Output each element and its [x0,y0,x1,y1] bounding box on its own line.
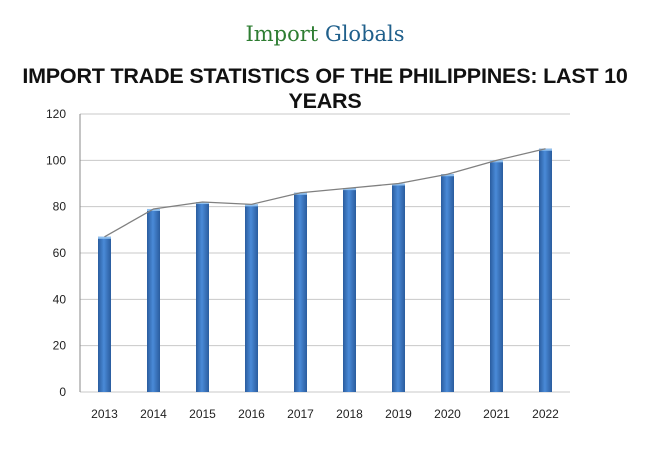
bar-top [294,192,307,195]
bar [147,208,160,392]
chart-title: IMPORT TRADE STATISTICS OF THE PHILIPPIN… [22,64,628,113]
bar-top [392,183,405,186]
x-tick-label: 2019 [385,407,412,421]
x-tick-label: 2018 [336,407,363,421]
bar [196,202,209,392]
y-tick-label: 100 [46,153,66,167]
bar-top [343,188,356,191]
x-tick-label: 2016 [238,407,265,421]
x-tick-label: 2017 [287,407,314,421]
x-tick-label: 2020 [434,407,461,421]
bar [245,204,258,392]
bar [98,236,111,392]
logo-text-globals: Globals [324,22,405,46]
bar [343,188,356,392]
bar [490,160,503,392]
trend-line [104,148,546,238]
bar-top [196,202,209,205]
y-tick-label: 120 [46,107,66,121]
y-tick-label: 80 [53,200,67,214]
x-tick-label: 2014 [140,407,167,421]
logo: Import Globals [0,22,650,46]
bar-top [245,204,258,207]
bar [441,174,454,392]
y-tick-label: 0 [59,385,66,399]
bar-top [98,236,111,239]
bar-top [539,148,552,151]
bar-top [490,160,503,163]
y-tick-label: 60 [53,246,67,260]
bar-top [441,174,454,177]
x-tick-label: 2015 [189,407,216,421]
x-tick-label: 2021 [483,407,510,421]
logo-text-import: Import [245,22,319,46]
x-tick-label: 2013 [91,407,118,421]
y-tick-label: 20 [53,339,67,353]
bar [392,183,405,392]
bar-top [147,208,160,211]
x-tick-label: 2022 [532,407,559,421]
bar [294,192,307,392]
y-tick-label: 40 [53,292,67,306]
bar [539,148,552,392]
